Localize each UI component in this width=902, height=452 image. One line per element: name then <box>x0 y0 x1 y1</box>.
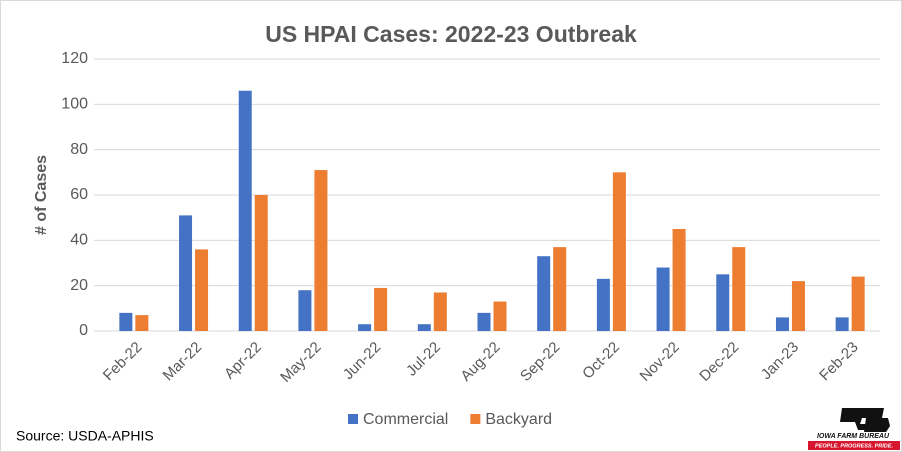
bar <box>195 249 209 331</box>
legend-label: Commercial <box>363 411 448 428</box>
logo: IOWA FARM BUREAU PEOPLE. PROGRESS. PRIDE… <box>808 408 900 450</box>
bar <box>374 287 388 331</box>
y-tick-label: 100 <box>61 96 88 113</box>
y-tick-label: 80 <box>70 141 88 158</box>
bar <box>537 256 551 331</box>
bar <box>851 276 865 331</box>
bar <box>553 247 567 331</box>
y-tick-label: 120 <box>61 50 88 67</box>
logo-band <box>808 441 900 450</box>
bar <box>314 170 328 331</box>
logo-mark <box>864 418 890 432</box>
bar <box>732 247 746 331</box>
legend-swatch <box>470 414 481 424</box>
bar <box>656 267 670 331</box>
y-tick-label: 20 <box>70 277 88 294</box>
legend-label: Backyard <box>485 411 552 428</box>
bar <box>119 312 133 331</box>
bar <box>179 215 193 331</box>
bar <box>596 278 610 331</box>
bar <box>835 317 849 331</box>
chart-title: US HPAI Cases: 2022-23 Outbreak <box>265 21 637 47</box>
logo-name: IOWA FARM BUREAU <box>817 433 890 440</box>
bar <box>493 301 507 331</box>
bar <box>417 324 431 331</box>
y-tick-label: 0 <box>79 322 88 339</box>
bar <box>238 90 252 331</box>
y-tick-label: 40 <box>70 232 88 249</box>
source-note: Source: USDA-APHIS <box>16 428 154 444</box>
legend-swatch <box>348 414 358 424</box>
bar <box>135 315 149 331</box>
bar <box>433 292 447 331</box>
y-tick-label: 60 <box>70 186 88 203</box>
bar <box>358 324 372 331</box>
bar <box>254 195 268 331</box>
bar <box>791 281 805 331</box>
bar <box>612 172 626 331</box>
bar <box>775 317 789 331</box>
bar <box>477 312 491 331</box>
logo-tagline: PEOPLE. PROGRESS. PRIDE. <box>815 443 893 449</box>
bar <box>672 229 686 331</box>
bar <box>298 290 312 331</box>
bar <box>716 274 730 331</box>
y-axis-label: # of Cases <box>33 155 50 235</box>
